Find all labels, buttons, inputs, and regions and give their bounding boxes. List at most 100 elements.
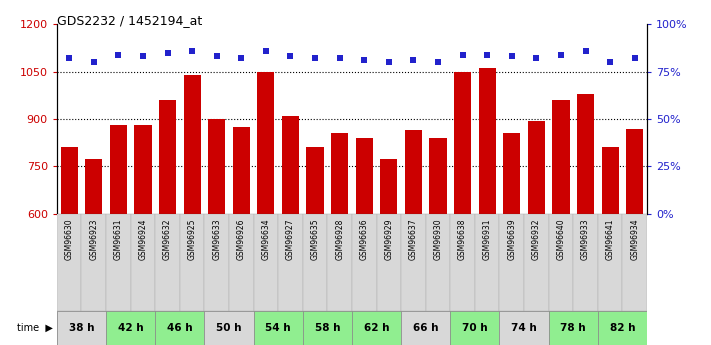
- Text: GSM96931: GSM96931: [483, 219, 492, 260]
- Bar: [405, 130, 422, 214]
- Text: GSM96634: GSM96634: [262, 219, 270, 260]
- Point: [580, 48, 592, 53]
- Bar: [109, 125, 127, 214]
- Bar: [282, 116, 299, 214]
- Bar: [503, 133, 520, 214]
- Bar: [57, 214, 82, 310]
- Point: [432, 59, 444, 65]
- Text: GSM96639: GSM96639: [507, 219, 516, 260]
- Point: [63, 56, 75, 61]
- Bar: [577, 94, 594, 214]
- Bar: [131, 214, 155, 310]
- Text: GSM96928: GSM96928: [335, 219, 344, 260]
- Text: GSM96930: GSM96930: [434, 219, 442, 260]
- Bar: [598, 214, 622, 310]
- Bar: [356, 138, 373, 214]
- Bar: [278, 214, 303, 310]
- Text: 62 h: 62 h: [364, 323, 390, 333]
- Bar: [352, 310, 401, 345]
- Bar: [229, 214, 254, 310]
- Bar: [155, 214, 180, 310]
- Point: [604, 59, 616, 65]
- Bar: [155, 310, 205, 345]
- Text: 74 h: 74 h: [511, 323, 537, 333]
- Point: [358, 57, 370, 63]
- Bar: [134, 125, 151, 214]
- Point: [334, 56, 346, 61]
- Bar: [454, 71, 471, 214]
- Bar: [573, 214, 598, 310]
- Bar: [401, 310, 450, 345]
- Bar: [303, 310, 352, 345]
- Bar: [232, 127, 250, 214]
- Point: [407, 57, 419, 63]
- Point: [383, 59, 395, 65]
- Bar: [622, 214, 647, 310]
- Point: [137, 53, 149, 59]
- Text: 46 h: 46 h: [167, 323, 193, 333]
- Point: [457, 52, 469, 57]
- Bar: [106, 310, 155, 345]
- Text: 78 h: 78 h: [560, 323, 586, 333]
- Text: 42 h: 42 h: [118, 323, 144, 333]
- Text: GSM96631: GSM96631: [114, 219, 123, 260]
- Point: [162, 50, 173, 55]
- Bar: [106, 214, 131, 310]
- Text: GSM96638: GSM96638: [458, 219, 467, 260]
- Text: GSM96641: GSM96641: [606, 219, 614, 260]
- Point: [629, 56, 641, 61]
- Text: GSM96636: GSM96636: [360, 219, 369, 260]
- Text: GSM96924: GSM96924: [139, 219, 147, 260]
- Bar: [499, 310, 549, 345]
- Bar: [180, 214, 205, 310]
- Bar: [82, 214, 106, 310]
- Bar: [524, 214, 549, 310]
- Bar: [57, 310, 106, 345]
- Bar: [598, 310, 647, 345]
- Text: GSM96925: GSM96925: [188, 219, 197, 260]
- Bar: [254, 310, 303, 345]
- Bar: [183, 75, 201, 214]
- Text: GSM96933: GSM96933: [581, 219, 590, 260]
- Bar: [450, 310, 499, 345]
- Text: GSM96637: GSM96637: [409, 219, 418, 260]
- Text: GSM96932: GSM96932: [532, 219, 541, 260]
- Text: GSM96635: GSM96635: [311, 219, 319, 260]
- Bar: [60, 147, 77, 214]
- Bar: [380, 159, 397, 214]
- Text: GSM96929: GSM96929: [385, 219, 393, 260]
- Text: 66 h: 66 h: [413, 323, 439, 333]
- Text: 82 h: 82 h: [609, 323, 635, 333]
- Text: 70 h: 70 h: [462, 323, 488, 333]
- Text: GSM96927: GSM96927: [286, 219, 295, 260]
- Text: GSM96630: GSM96630: [65, 219, 74, 260]
- Point: [285, 53, 296, 59]
- Bar: [602, 147, 619, 214]
- Bar: [552, 100, 570, 214]
- Bar: [426, 214, 450, 310]
- Text: time  ▶: time ▶: [18, 323, 53, 333]
- Text: 50 h: 50 h: [216, 323, 242, 333]
- Bar: [475, 214, 499, 310]
- Text: GSM96923: GSM96923: [90, 219, 98, 260]
- Point: [555, 52, 567, 57]
- Point: [112, 52, 124, 57]
- Bar: [331, 133, 348, 214]
- Bar: [549, 310, 598, 345]
- Bar: [626, 128, 643, 214]
- Text: 38 h: 38 h: [69, 323, 95, 333]
- Bar: [208, 119, 225, 214]
- Point: [506, 53, 518, 59]
- Text: GSM96633: GSM96633: [212, 219, 221, 260]
- Point: [235, 56, 247, 61]
- Bar: [352, 214, 377, 310]
- Bar: [450, 214, 475, 310]
- Point: [309, 56, 321, 61]
- Text: GSM96640: GSM96640: [557, 219, 565, 260]
- Text: GSM96926: GSM96926: [237, 219, 246, 260]
- Bar: [303, 214, 327, 310]
- Bar: [205, 310, 254, 345]
- Text: 54 h: 54 h: [265, 323, 291, 333]
- Bar: [479, 68, 496, 214]
- Bar: [306, 147, 324, 214]
